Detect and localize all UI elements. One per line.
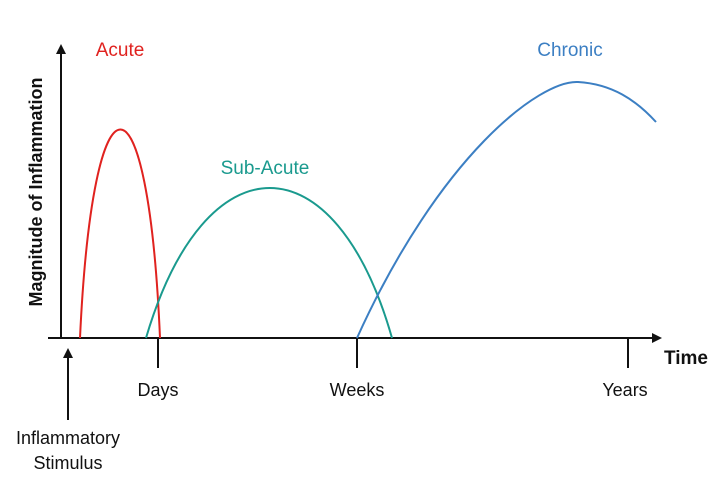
acute-curve: [79, 128, 161, 339]
chronic-curve: [356, 80, 657, 339]
tick-label-days: Days: [137, 380, 178, 400]
stimulus-label-line1: Inflammatory: [16, 428, 120, 448]
subacute-curve: [145, 187, 393, 339]
acute-label: Acute: [96, 40, 145, 61]
x-axis-label: Time: [664, 348, 708, 369]
subacute-label: Sub-Acute: [221, 158, 310, 179]
tick-label-years: Years: [602, 380, 647, 400]
chronic-label: Chronic: [537, 40, 602, 61]
stimulus-label-line2: Stimulus: [33, 453, 102, 473]
y-axis-label: Magnitude of Inflammation: [26, 78, 46, 307]
tick-label-weeks: Weeks: [330, 380, 385, 400]
